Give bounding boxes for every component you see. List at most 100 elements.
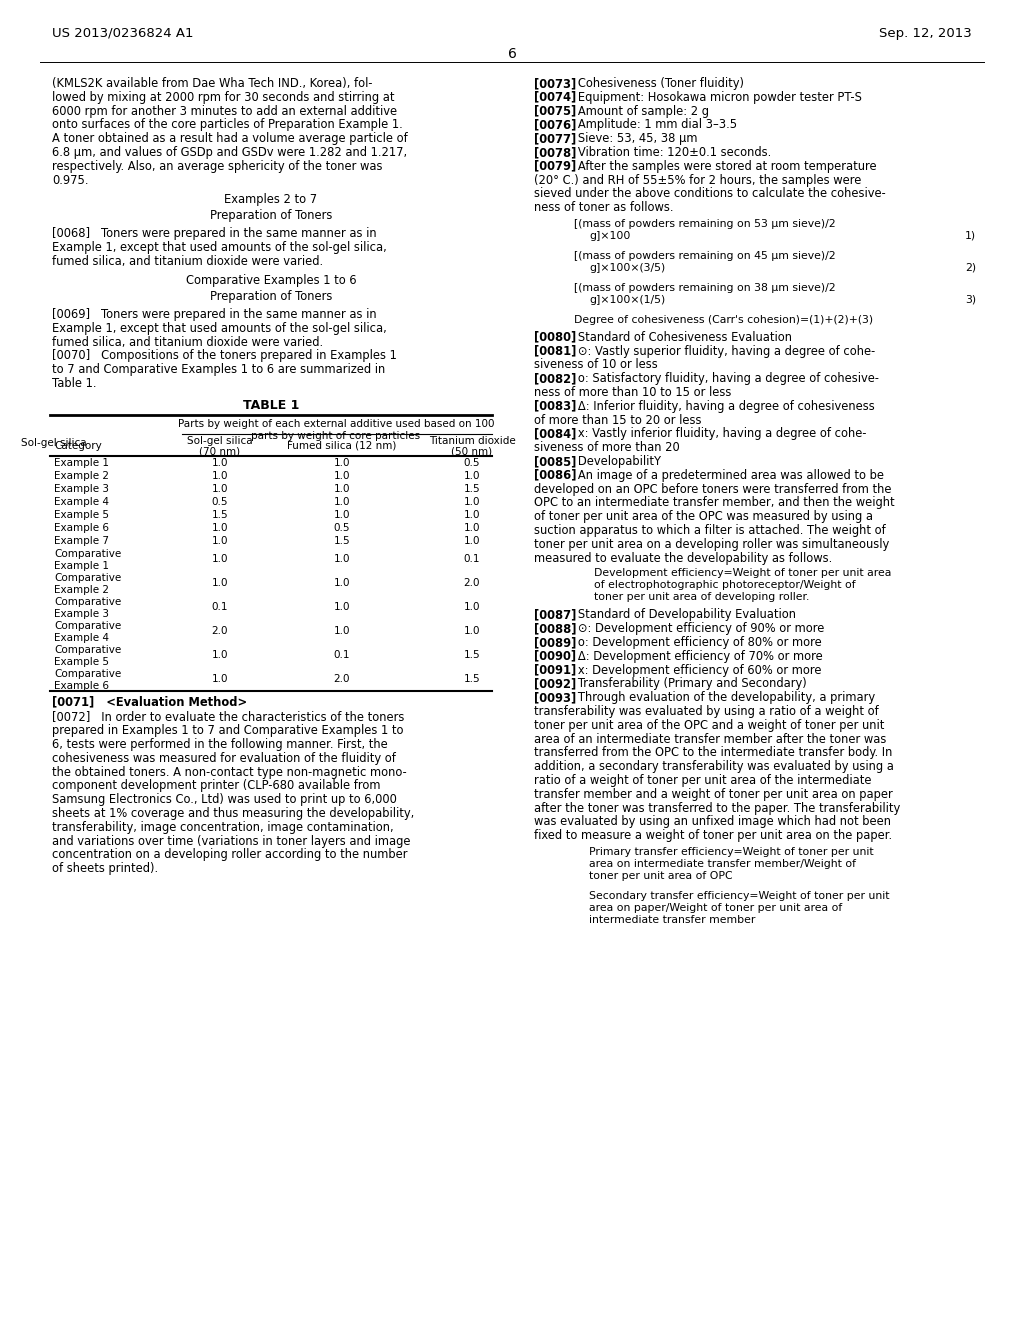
Text: Category: Category: [54, 441, 101, 450]
Text: sieved under the above conditions to calculate the cohesive-: sieved under the above conditions to cal…: [534, 187, 886, 201]
Text: 1): 1): [965, 231, 976, 242]
Text: 1.0: 1.0: [464, 496, 480, 507]
Text: [0071]   <Evaluation Method>: [0071] <Evaluation Method>: [52, 696, 247, 709]
Text: [0076]: [0076]: [534, 119, 577, 132]
Text: of sheets printed).: of sheets printed).: [52, 862, 158, 875]
Text: cohesiveness was measured for evaluation of the fluidity of: cohesiveness was measured for evaluation…: [52, 752, 396, 764]
Text: 6: 6: [508, 48, 516, 61]
Text: Example 2: Example 2: [54, 585, 109, 594]
Text: Titanium dioxide: Titanium dioxide: [429, 436, 515, 446]
Text: Example 3: Example 3: [54, 609, 109, 619]
Text: Example 6: Example 6: [54, 523, 109, 532]
Text: suction apparatus to which a filter is attached. The weight of: suction apparatus to which a filter is a…: [534, 524, 886, 537]
Text: Comparative: Comparative: [54, 597, 121, 607]
Text: 0.1: 0.1: [334, 649, 350, 660]
Text: 1.0: 1.0: [334, 458, 350, 467]
Text: (70 nm): (70 nm): [200, 446, 241, 457]
Text: [0070]   Compositions of the toners prepared in Examples 1: [0070] Compositions of the toners prepar…: [52, 350, 397, 363]
Text: 1.0: 1.0: [334, 578, 350, 587]
Text: Comparative: Comparative: [54, 644, 121, 655]
Text: fumed silica, and titanium dioxide were varied.: fumed silica, and titanium dioxide were …: [52, 255, 324, 268]
Text: [0093]: [0093]: [534, 692, 577, 704]
Text: Standard of Cohesiveness Evaluation: Standard of Cohesiveness Evaluation: [567, 331, 792, 343]
Text: siveness of 10 or less: siveness of 10 or less: [534, 359, 657, 371]
Text: 0.5: 0.5: [212, 496, 228, 507]
Text: toner per unit area on a developing roller was simultaneously: toner per unit area on a developing roll…: [534, 537, 889, 550]
Text: 1.0: 1.0: [334, 626, 350, 636]
Text: 1.0: 1.0: [334, 602, 350, 611]
Text: 1.0: 1.0: [212, 483, 228, 494]
Text: Degree of cohesiveness (Carr's cohesion)=(1)+(2)+(3): Degree of cohesiveness (Carr's cohesion)…: [574, 315, 873, 325]
Text: Primary transfer efficiency=Weight of toner per unit: Primary transfer efficiency=Weight of to…: [589, 847, 873, 857]
Text: 1.0: 1.0: [464, 471, 480, 480]
Text: Equipment: Hosokawa micron powder tester PT-S: Equipment: Hosokawa micron powder tester…: [567, 91, 862, 104]
Text: 2.0: 2.0: [212, 626, 228, 636]
Text: 1.0: 1.0: [334, 496, 350, 507]
Text: (50 nm): (50 nm): [452, 446, 493, 457]
Text: [0073]: [0073]: [534, 77, 577, 90]
Text: Fumed silica (12 nm): Fumed silica (12 nm): [288, 441, 396, 450]
Text: [0082]: [0082]: [534, 372, 577, 385]
Text: developed on an OPC before toners were transferred from the: developed on an OPC before toners were t…: [534, 483, 892, 495]
Text: Cohesiveness (Toner fluidity): Cohesiveness (Toner fluidity): [567, 77, 743, 90]
Text: OPC to an intermediate transfer member, and then the weight: OPC to an intermediate transfer member, …: [534, 496, 895, 510]
Text: ⊙: Development efficiency of 90% or more: ⊙: Development efficiency of 90% or more: [567, 622, 824, 635]
Text: 2): 2): [965, 263, 976, 273]
Text: Development efficiency=Weight of toner per unit area: Development efficiency=Weight of toner p…: [594, 569, 891, 578]
Text: Example 1, except that used amounts of the sol-gel silica,: Example 1, except that used amounts of t…: [52, 240, 387, 253]
Text: Example 4: Example 4: [54, 632, 109, 643]
Text: An image of a predetermined area was allowed to be: An image of a predetermined area was all…: [567, 469, 884, 482]
Text: [(mass of powders remaining on 38 μm sieve)/2: [(mass of powders remaining on 38 μm sie…: [574, 282, 836, 293]
Text: Amount of sample: 2 g: Amount of sample: 2 g: [567, 104, 709, 117]
Text: siveness of more than 20: siveness of more than 20: [534, 441, 680, 454]
Text: of more than 15 to 20 or less: of more than 15 to 20 or less: [534, 413, 701, 426]
Text: (20° C.) and RH of 55±5% for 2 hours, the samples were: (20° C.) and RH of 55±5% for 2 hours, th…: [534, 174, 861, 186]
Text: o: Development efficiency of 80% or more: o: Development efficiency of 80% or more: [567, 636, 821, 649]
Text: g]×100×(1/5): g]×100×(1/5): [589, 294, 666, 305]
Text: TABLE 1: TABLE 1: [243, 399, 299, 412]
Text: area on paper/Weight of toner per unit area of: area on paper/Weight of toner per unit a…: [589, 903, 843, 913]
Text: DevelopabilitY: DevelopabilitY: [567, 455, 660, 469]
Text: [0089]: [0089]: [534, 636, 577, 649]
Text: prepared in Examples 1 to 7 and Comparative Examples 1 to: prepared in Examples 1 to 7 and Comparat…: [52, 725, 403, 737]
Text: Comparative Examples 1 to 6: Comparative Examples 1 to 6: [185, 275, 356, 288]
Text: ness of toner as follows.: ness of toner as follows.: [534, 201, 674, 214]
Text: toner per unit area of developing roller.: toner per unit area of developing roller…: [594, 593, 809, 602]
Text: Vibration time: 120±0.1 seconds.: Vibration time: 120±0.1 seconds.: [567, 147, 771, 158]
Text: Example 5: Example 5: [54, 510, 109, 520]
Text: fumed silica, and titanium dioxide were varied.: fumed silica, and titanium dioxide were …: [52, 335, 324, 348]
Text: 6.8 μm, and values of GSDp and GSDv were 1.282 and 1.217,: 6.8 μm, and values of GSDp and GSDv were…: [52, 147, 408, 158]
Text: Sol-gel silica: Sol-gel silica: [22, 438, 87, 447]
Text: 1.5: 1.5: [464, 483, 480, 494]
Text: lowed by mixing at 2000 rpm for 30 seconds and stirring at: lowed by mixing at 2000 rpm for 30 secon…: [52, 91, 394, 104]
Text: of toner per unit area of the OPC was measured by using a: of toner per unit area of the OPC was me…: [534, 511, 873, 523]
Text: Sieve: 53, 45, 38 μm: Sieve: 53, 45, 38 μm: [567, 132, 697, 145]
Text: 2.0: 2.0: [334, 673, 350, 684]
Text: area on intermediate transfer member/Weight of: area on intermediate transfer member/Wei…: [589, 859, 856, 869]
Text: 0.5: 0.5: [464, 458, 480, 467]
Text: Comparative: Comparative: [54, 573, 121, 582]
Text: 1.5: 1.5: [464, 649, 480, 660]
Text: 1.0: 1.0: [334, 483, 350, 494]
Text: Amplitude: 1 mm dial 3–3.5: Amplitude: 1 mm dial 3–3.5: [567, 119, 737, 132]
Text: 0.1: 0.1: [464, 553, 480, 564]
Text: ⊙: Vastly superior fluidity, having a degree of cohe-: ⊙: Vastly superior fluidity, having a de…: [567, 345, 876, 358]
Text: 1.0: 1.0: [212, 673, 228, 684]
Text: Sep. 12, 2013: Sep. 12, 2013: [880, 26, 972, 40]
Text: 1.0: 1.0: [212, 523, 228, 532]
Text: [0090]: [0090]: [534, 649, 577, 663]
Text: the obtained toners. A non-contact type non-magnetic mono-: the obtained toners. A non-contact type …: [52, 766, 407, 779]
Text: Secondary transfer efficiency=Weight of toner per unit: Secondary transfer efficiency=Weight of …: [589, 891, 890, 902]
Text: [0081]: [0081]: [534, 345, 577, 358]
Text: Examples 2 to 7: Examples 2 to 7: [224, 194, 317, 206]
Text: [0080]: [0080]: [534, 331, 577, 343]
Text: 2.0: 2.0: [464, 578, 480, 587]
Text: transferability was evaluated by using a ratio of a weight of: transferability was evaluated by using a…: [534, 705, 879, 718]
Text: Samsung Electronics Co., Ltd) was used to print up to 6,000: Samsung Electronics Co., Ltd) was used t…: [52, 793, 397, 807]
Text: Comparative: Comparative: [54, 549, 121, 558]
Text: Standard of Developability Evaluation: Standard of Developability Evaluation: [567, 609, 796, 622]
Text: area of an intermediate transfer member after the toner was: area of an intermediate transfer member …: [534, 733, 887, 746]
Text: US 2013/0236824 A1: US 2013/0236824 A1: [52, 26, 194, 40]
Text: measured to evaluate the developability as follows.: measured to evaluate the developability …: [534, 552, 833, 565]
Text: 6000 rpm for another 3 minutes to add an external additive: 6000 rpm for another 3 minutes to add an…: [52, 104, 397, 117]
